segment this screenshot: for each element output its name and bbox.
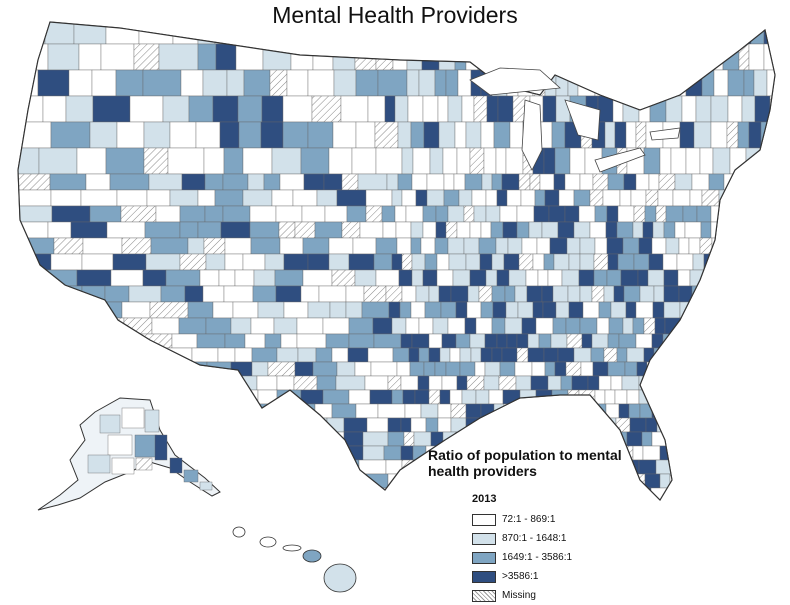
legend-swatch: [472, 513, 496, 526]
map-title: Mental Health Providers: [272, 2, 518, 28]
legend-title-line2: health providers: [428, 463, 537, 479]
legend-title-line1: Ratio of population to mental: [428, 447, 622, 463]
legend-item: >3586:1: [472, 567, 678, 586]
hawaii: [232, 526, 357, 593]
lake-ontario: [649, 127, 681, 141]
us-outline-stroke: [17, 21, 776, 501]
legend-title: Ratio of population to mental health pro…: [428, 447, 678, 479]
legend-swatch: [472, 589, 496, 602]
hawaii-maui: [302, 549, 322, 563]
legend-swatch: [472, 532, 496, 545]
legend-item-label: >3586:1: [502, 571, 539, 582]
lake-erie: [594, 147, 646, 173]
legend-item: 1649:1 - 3586:1: [472, 548, 678, 567]
lake-superior: [469, 67, 561, 96]
hawaii-molokai: [282, 544, 302, 552]
legend-item-label: 870:1 - 1648:1: [502, 533, 567, 544]
legend-swatch: [472, 551, 496, 564]
lake-michigan: [521, 99, 543, 171]
legend-item: Missing: [472, 586, 678, 605]
legend-item-label: 72:1 - 869:1: [502, 514, 556, 525]
hawaii-big-island: [323, 563, 357, 593]
legend-year: 2013: [472, 493, 497, 505]
alaska: [37, 397, 221, 511]
hawaii-oahu: [259, 536, 277, 548]
legend-item-label: 1649:1 - 3586:1: [502, 552, 573, 563]
legend-item: 870:1 - 1648:1: [472, 529, 678, 548]
legend-swatch: [472, 570, 496, 583]
legend-item-label: Missing: [502, 590, 536, 601]
legend: Ratio of population to mental health pro…: [428, 447, 678, 605]
lake-huron: [564, 99, 601, 141]
legend-item: 72:1 - 869:1: [472, 510, 678, 529]
hawaii-kauai: [232, 526, 246, 538]
alaska-county-cells: [87, 407, 213, 491]
